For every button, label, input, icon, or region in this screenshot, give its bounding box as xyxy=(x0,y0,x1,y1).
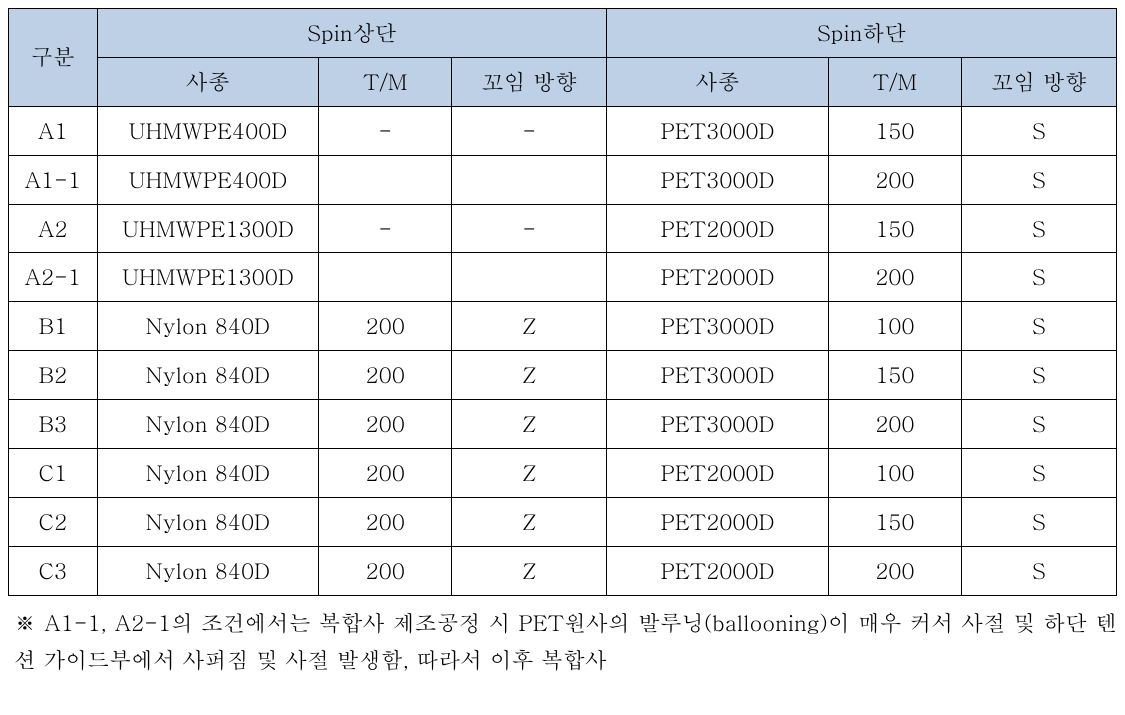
row-top-twist: Z xyxy=(452,449,607,498)
row-top-tm: 200 xyxy=(319,302,452,351)
row-top-tm: - xyxy=(319,204,452,253)
table-row: A1UHMWPE400D--PET3000D150S xyxy=(9,106,1117,155)
row-top-tm: 200 xyxy=(319,497,452,546)
row-top-twist: Z xyxy=(452,546,607,595)
row-bot-sajong: PET3000D xyxy=(607,351,829,400)
row-bot-twist: S xyxy=(961,546,1116,595)
row-top-twist xyxy=(452,253,607,302)
footnote: ※ A1-1, A2-1의 조건에서는 복합사 제조공정 시 PET원사의 발루… xyxy=(8,604,1117,679)
table-row: A2-1UHMWPE1300D PET2000D200S xyxy=(9,253,1117,302)
table-row: B3Nylon 840D200ZPET3000D200S xyxy=(9,400,1117,449)
table-body: A1UHMWPE400D--PET3000D150SA1-1UHMWPE400D… xyxy=(9,106,1117,595)
row-top-sajong: UHMWPE400D xyxy=(97,106,319,155)
row-bot-twist: S xyxy=(961,351,1116,400)
row-bot-twist: S xyxy=(961,253,1116,302)
spin-table: 구분 Spin상단 Spin하단 사종 T/M 꼬임 방향 사종 T/M 꼬임 … xyxy=(8,8,1117,596)
table-row: C3Nylon 840D200ZPET2000D200S xyxy=(9,546,1117,595)
table-row: B1Nylon 840D200ZPET3000D100S xyxy=(9,302,1117,351)
row-top-sajong: Nylon 840D xyxy=(97,400,319,449)
row-top-tm: 200 xyxy=(319,351,452,400)
row-id: C3 xyxy=(9,546,98,595)
row-top-sajong: UHMWPE400D xyxy=(97,155,319,204)
row-top-twist: Z xyxy=(452,351,607,400)
row-bot-sajong: PET3000D xyxy=(607,106,829,155)
row-top-tm: 200 xyxy=(319,449,452,498)
row-top-sajong: UHMWPE1300D xyxy=(97,204,319,253)
header-bot-twist: 꼬임 방향 xyxy=(961,57,1116,106)
row-top-twist: - xyxy=(452,106,607,155)
row-top-sajong: Nylon 840D xyxy=(97,497,319,546)
header-gubun: 구분 xyxy=(9,9,98,107)
table-row: B2Nylon 840D200ZPET3000D150S xyxy=(9,351,1117,400)
row-bot-tm: 200 xyxy=(828,253,961,302)
row-bot-twist: S xyxy=(961,106,1116,155)
row-bot-sajong: PET3000D xyxy=(607,302,829,351)
row-bot-tm: 100 xyxy=(828,449,961,498)
row-bot-sajong: PET2000D xyxy=(607,546,829,595)
row-top-twist: - xyxy=(452,204,607,253)
row-id: A2 xyxy=(9,204,98,253)
row-id: A2-1 xyxy=(9,253,98,302)
row-top-sajong: Nylon 840D xyxy=(97,302,319,351)
row-id: A1 xyxy=(9,106,98,155)
table-row: A1-1UHMWPE400D PET3000D200S xyxy=(9,155,1117,204)
row-bot-tm: 200 xyxy=(828,155,961,204)
row-bot-tm: 200 xyxy=(828,546,961,595)
row-bot-twist: S xyxy=(961,449,1116,498)
row-id: C2 xyxy=(9,497,98,546)
header-top-tm: T/M xyxy=(319,57,452,106)
row-id: B1 xyxy=(9,302,98,351)
row-bot-tm: 150 xyxy=(828,497,961,546)
row-top-tm: 200 xyxy=(319,546,452,595)
header-bot-tm: T/M xyxy=(828,57,961,106)
header-bot-sajong: 사종 xyxy=(607,57,829,106)
header-top-twist: 꼬임 방향 xyxy=(452,57,607,106)
row-top-sajong: Nylon 840D xyxy=(97,351,319,400)
row-bot-tm: 200 xyxy=(828,400,961,449)
header-top-sajong: 사종 xyxy=(97,57,319,106)
row-top-tm: - xyxy=(319,106,452,155)
row-bot-sajong: PET2000D xyxy=(607,449,829,498)
row-id: B3 xyxy=(9,400,98,449)
row-top-tm xyxy=(319,253,452,302)
header-spin-top: Spin상단 xyxy=(97,9,607,58)
row-top-tm: 200 xyxy=(319,400,452,449)
row-bot-twist: S xyxy=(961,497,1116,546)
row-top-tm xyxy=(319,155,452,204)
row-id: B2 xyxy=(9,351,98,400)
row-top-sajong: UHMWPE1300D xyxy=(97,253,319,302)
row-bot-tm: 150 xyxy=(828,351,961,400)
row-bot-tm: 100 xyxy=(828,302,961,351)
row-bot-sajong: PET2000D xyxy=(607,497,829,546)
row-top-twist: Z xyxy=(452,400,607,449)
row-bot-tm: 150 xyxy=(828,204,961,253)
row-top-twist: Z xyxy=(452,497,607,546)
table-row: C2Nylon 840D200ZPET2000D150S xyxy=(9,497,1117,546)
row-id: C1 xyxy=(9,449,98,498)
row-bot-twist: S xyxy=(961,302,1116,351)
table-header: 구분 Spin상단 Spin하단 사종 T/M 꼬임 방향 사종 T/M 꼬임 … xyxy=(9,9,1117,107)
table-row: A2UHMWPE1300D--PET2000D150S xyxy=(9,204,1117,253)
row-top-sajong: Nylon 840D xyxy=(97,449,319,498)
row-bot-sajong: PET3000D xyxy=(607,155,829,204)
row-top-twist xyxy=(452,155,607,204)
row-bot-twist: S xyxy=(961,400,1116,449)
row-top-twist: Z xyxy=(452,302,607,351)
row-bot-sajong: PET2000D xyxy=(607,253,829,302)
row-id: A1-1 xyxy=(9,155,98,204)
row-bot-sajong: PET3000D xyxy=(607,400,829,449)
row-bot-twist: S xyxy=(961,204,1116,253)
row-top-sajong: Nylon 840D xyxy=(97,546,319,595)
table-row: C1Nylon 840D200ZPET2000D100S xyxy=(9,449,1117,498)
row-bot-tm: 150 xyxy=(828,106,961,155)
row-bot-sajong: PET2000D xyxy=(607,204,829,253)
header-spin-bottom: Spin하단 xyxy=(607,9,1117,58)
row-bot-twist: S xyxy=(961,155,1116,204)
